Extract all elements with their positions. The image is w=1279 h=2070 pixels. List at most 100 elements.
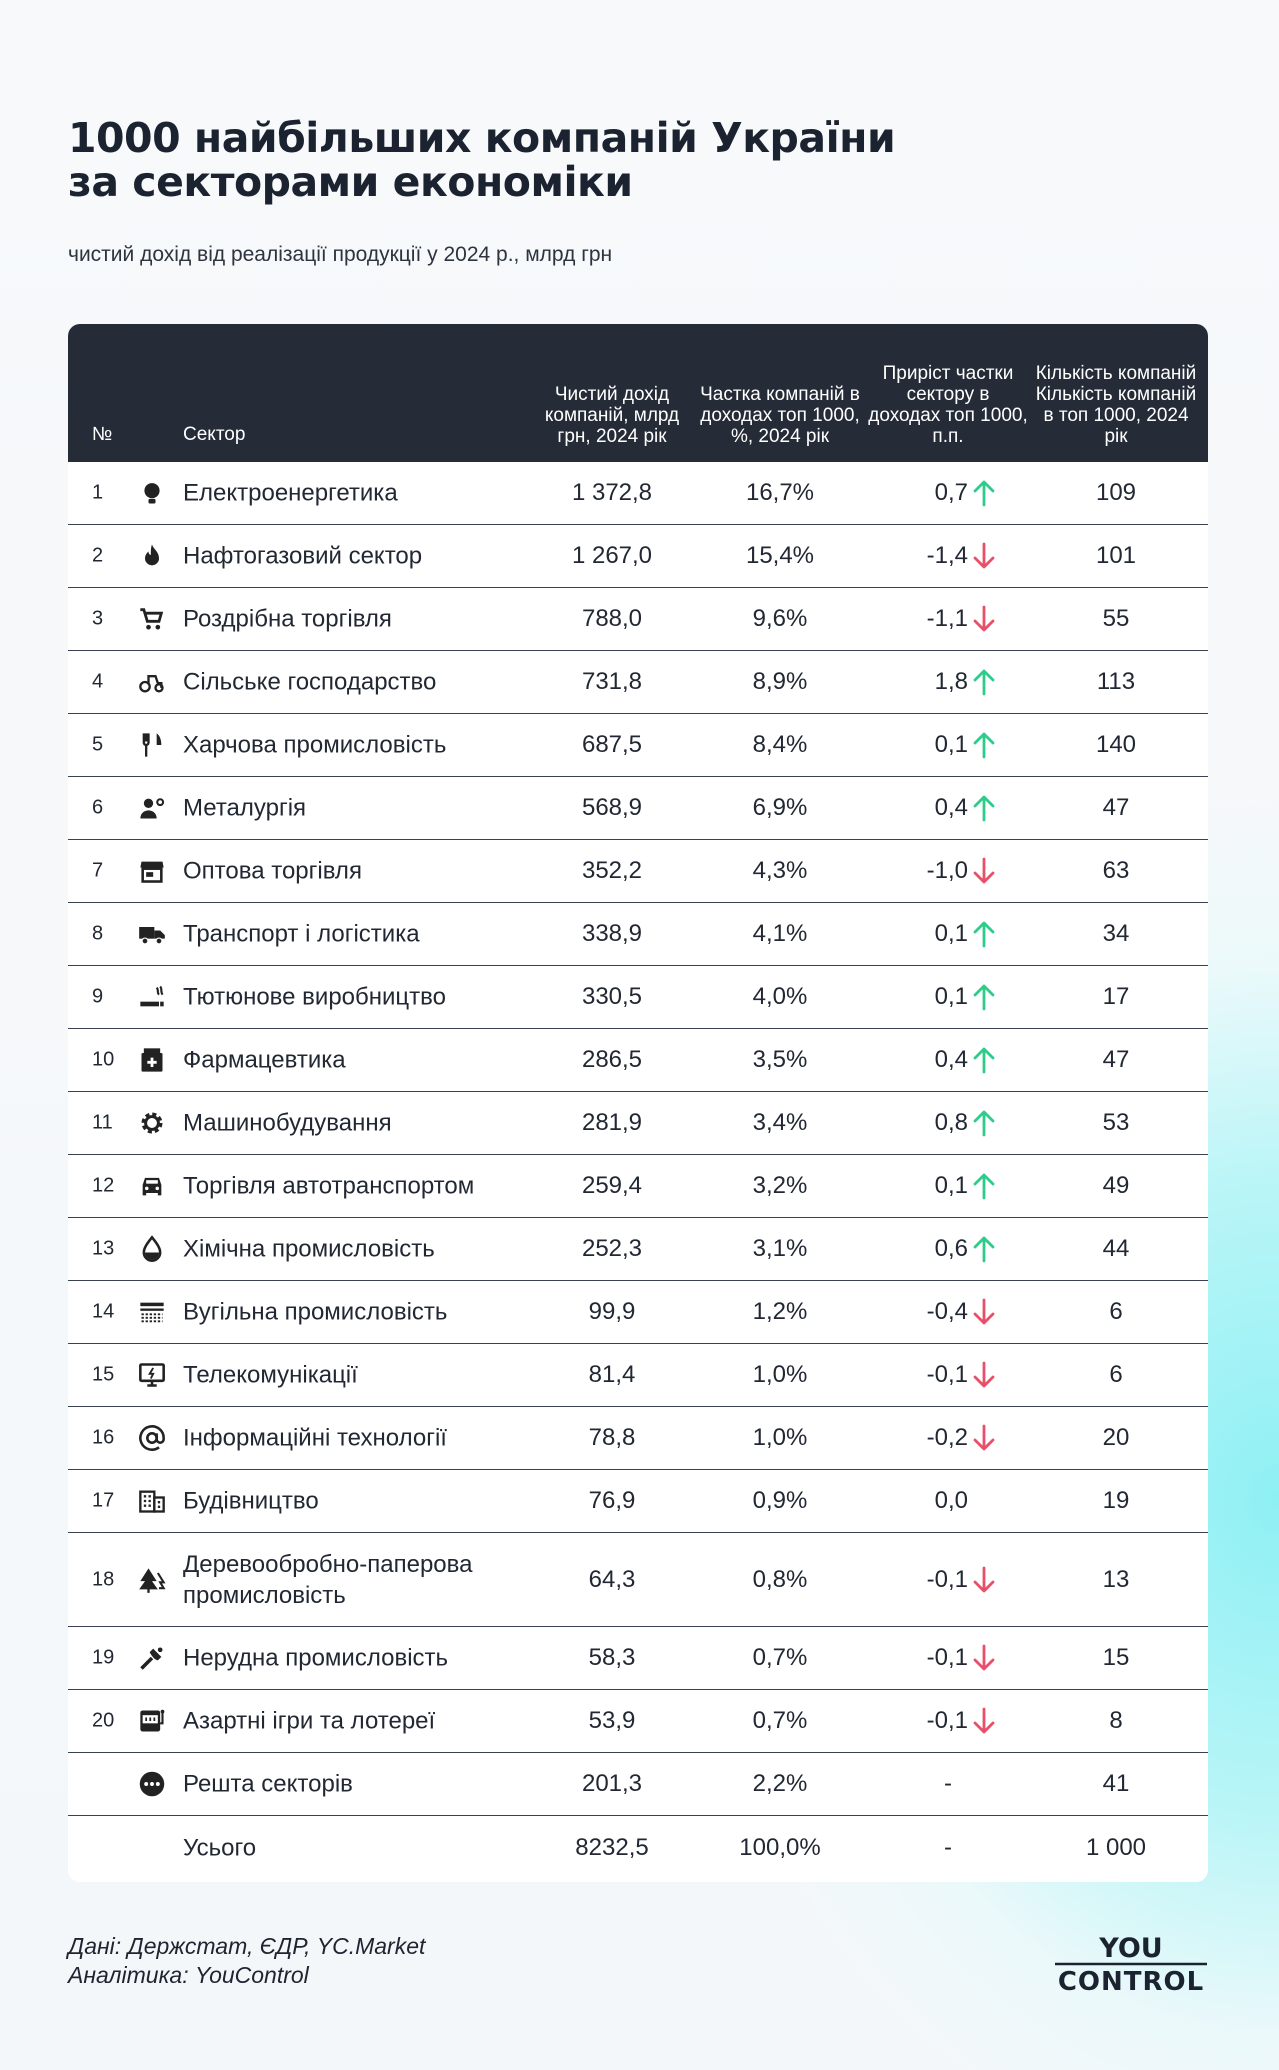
arrow-up-icon [973,795,995,822]
row-number: 20 [92,1709,115,1732]
arrow-up-icon [973,732,995,759]
logo-control-text: CONTROL [1058,1967,1204,1994]
row-number: 15 [92,1363,115,1386]
growth-value: 0,1 [934,731,968,758]
arrow-up-icon [973,480,995,507]
logo-you-text: YOU [1098,1933,1162,1964]
row-number: 11 [92,1111,113,1134]
revenue-value: 286,5 [581,1046,643,1073]
row-number: 8 [92,922,104,945]
growth-value: 0,1 [934,1172,968,1199]
header-revenue: Чистий дохід компаній, млрд грн, 2024 рі… [544,384,680,447]
count-value: 6 [1109,1361,1123,1388]
growth-value: -0,4 [926,1298,968,1325]
revenue-value: 53,9 [588,1707,636,1734]
source-note: Дані: Держстат, ЄДР, YC.Market Аналітика… [68,1932,425,1990]
cart-icon [136,603,168,635]
table-header: № Сектор Чистий дохід компаній, млрд грн… [68,324,1208,462]
sector-name: Тютюнове виробництво [183,983,446,1011]
growth-value: -0,2 [926,1424,968,1451]
row-number: 4 [92,670,104,693]
more-icon [136,1768,168,1800]
title-line-1: 1000 найбільших компаній України [68,114,896,162]
share-value: 0,8% [752,1565,808,1593]
revenue-value: 78,8 [588,1424,636,1451]
revenue-value: 259,4 [581,1172,643,1199]
sector-name: Вугільна промисловість [183,1298,448,1326]
arrow-down-icon [973,857,995,884]
growth-value: 0,7 [934,479,968,506]
count-value: 19 [1102,1487,1130,1514]
sector-name: Фармацевтика [183,1046,346,1074]
count-value: 113 [1096,668,1136,695]
count-value: 101 [1095,542,1137,569]
count-value: 8 [1109,1707,1123,1734]
growth-value: 0,0 [934,1487,968,1514]
count-value: 6 [1109,1298,1123,1325]
share-value: 1,0% [752,1424,808,1451]
count-value: 1 000 [1085,1833,1147,1861]
cigarette-icon [136,981,168,1013]
growth-value: -0,1 [926,1707,968,1734]
drop-icon [136,1233,168,1265]
truck-icon [136,918,168,950]
share-value: 0,7% [752,1644,808,1671]
table-body: 1 Електроенергетика 1 372,8 16,7% 0,7 109 2 Наф… [68,462,1208,1879]
row-number: 5 [92,733,104,756]
sector-name: Електроенергетика [183,479,398,507]
at-icon [136,1422,168,1454]
shovel-icon [136,1642,168,1674]
header-sector: Сектор [183,424,246,445]
table-row: 6 Металургія 568,9 6,9% 0,4 47 [68,777,1208,840]
sector-name: Інформаційні технології [183,1424,447,1452]
revenue-value: 58,3 [588,1644,636,1671]
table-row: 15 Телекомунікації 81,4 1,0% -0,1 6 [68,1344,1208,1407]
source-data-line: Дані: Держстат, ЄДР, YC.Market [68,1933,426,1959]
count-value: 55 [1102,605,1130,632]
tractor-icon [136,666,168,698]
share-value: 3,2% [752,1172,808,1199]
sector-name: Хімічна промисловість [183,1235,435,1263]
share-value: 9,6% [752,605,808,632]
flame-icon [136,540,168,572]
slot-machine-icon [136,1705,168,1737]
table-row: 17 Будівництво 76,9 0,9% 0,0 19 [68,1470,1208,1533]
title-line-2: за секторами економіки [68,158,633,206]
revenue-value: 81,4 [588,1361,636,1388]
count-value: 17 [1102,983,1130,1010]
share-value: 4,0% [752,983,808,1010]
share-value: 8,9% [752,668,808,695]
count-value: 13 [1102,1565,1130,1593]
sector-name: Транспорт і логістика [183,920,420,948]
growth-value: -0,1 [926,1644,968,1671]
growth-value: - [944,1770,952,1797]
row-number: 1 [92,481,104,504]
row-number: 9 [92,985,104,1008]
gear-icon [136,1107,168,1139]
arrow-down-icon [973,542,995,569]
revenue-value: 731,8 [581,668,643,695]
revenue-value: 8232,5 [575,1833,649,1861]
store-icon [136,855,168,887]
table-row: 7 Оптова торгівля 352,2 4,3% -1,0 63 [68,840,1208,903]
count-value: 47 [1102,1046,1130,1073]
share-value: 15,4% [745,542,815,569]
sector-name: Оптова торгівля [183,857,362,885]
table-row: 3 Роздрібна торгівля 788,0 9,6% -1,1 55 [68,588,1208,651]
growth-value: -0,1 [926,1565,968,1593]
revenue-value: 568,9 [581,794,643,821]
count-value: 20 [1102,1424,1130,1451]
count-value: 109 [1095,479,1137,506]
header-share: Частка компаній в доходах топ 1000, %, 2… [700,384,860,447]
row-number: 12 [92,1174,115,1197]
arrow-down-icon [973,1298,995,1325]
sector-name: Телекомунікації [183,1361,358,1389]
growth-value: 0,6 [934,1235,968,1262]
row-number: 14 [92,1300,115,1323]
sector-name: Металургія [183,794,307,822]
revenue-value: 788,0 [581,605,643,632]
sector-name: Усього [183,1834,257,1861]
sector-name: Торгівля автотранспортом [183,1172,475,1200]
arrow-up-icon [973,669,995,696]
share-value: 16,7% [745,479,815,506]
